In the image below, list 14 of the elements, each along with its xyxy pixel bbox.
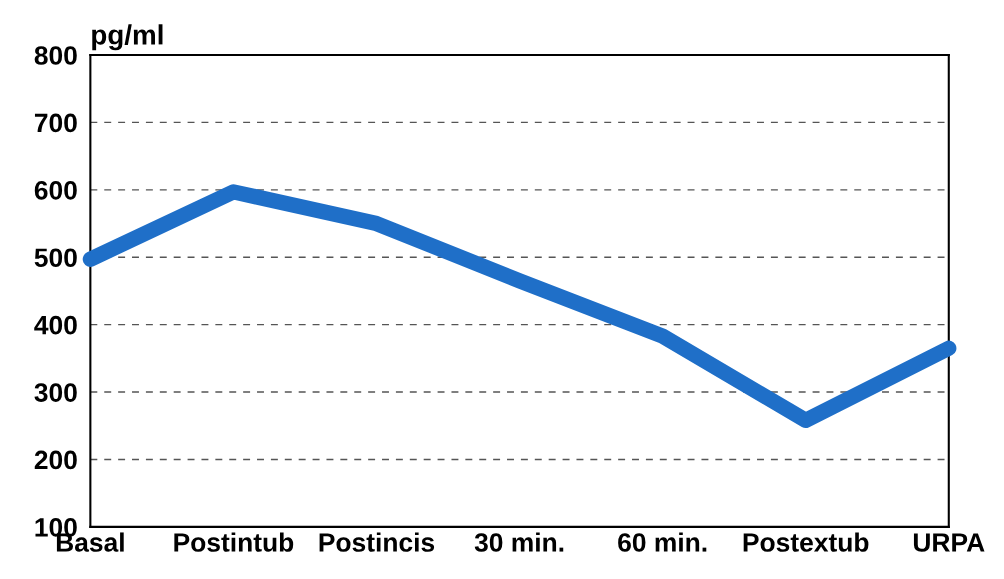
y-tick-label: 200 [34,450,77,470]
y-tick-label: 400 [34,315,77,335]
x-tick-label: Postintub [174,532,294,552]
y-tick-label: 500 [34,248,77,268]
y-tick-label: 300 [34,383,77,402]
x-tick-label: Postincis [319,532,435,552]
y-tick-label: 600 [34,180,77,200]
y-axis-title: pg/ml [92,24,163,51]
x-tick-label: 60 min. [618,532,707,552]
x-tick-label: 30 min. [474,532,564,552]
y-tick-label: 700 [34,113,77,133]
y-tick-label: 800 [34,46,77,65]
x-tick-label: Postextub [743,532,869,552]
x-tick-label: URPA [913,533,985,552]
